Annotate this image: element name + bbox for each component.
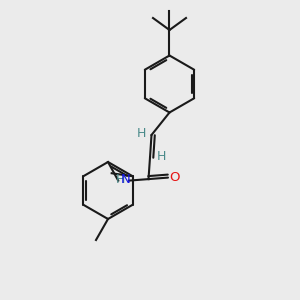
Text: H: H: [116, 172, 126, 186]
Text: H: H: [136, 127, 146, 140]
Text: N: N: [121, 172, 131, 186]
Text: O: O: [169, 171, 180, 184]
Text: H: H: [157, 150, 166, 164]
